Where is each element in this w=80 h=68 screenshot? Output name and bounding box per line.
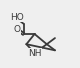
Text: HO: HO <box>10 13 24 21</box>
Text: O: O <box>13 25 20 34</box>
Text: NH: NH <box>28 49 41 58</box>
